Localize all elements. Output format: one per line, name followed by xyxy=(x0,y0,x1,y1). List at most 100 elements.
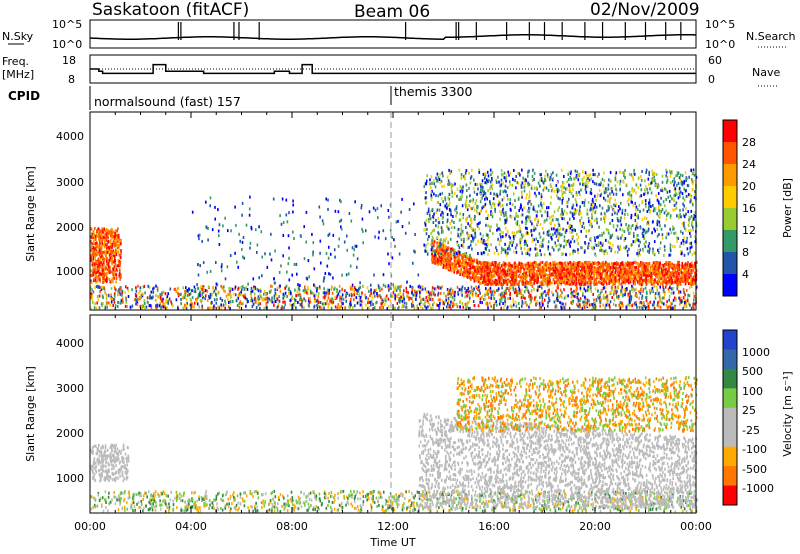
heatmap-cell xyxy=(152,290,155,294)
heatmap-cell xyxy=(439,291,442,295)
heatmap-cell xyxy=(486,302,488,306)
heatmap-cell xyxy=(630,213,633,217)
heatmap-cell xyxy=(244,293,247,297)
heatmap-cell xyxy=(509,296,511,300)
heatmap-cell xyxy=(588,261,591,265)
heatmap-cell xyxy=(504,276,507,280)
heatmap-cell xyxy=(643,264,646,268)
heatmap-cell xyxy=(158,304,161,308)
heatmap-cell xyxy=(599,272,602,276)
heatmap-cell xyxy=(512,280,515,284)
heatmap-cell xyxy=(161,293,163,297)
heatmap-cell xyxy=(610,291,613,295)
heatmap-cell xyxy=(424,287,427,291)
heatmap-cell xyxy=(580,272,582,276)
heatmap-cell xyxy=(493,290,496,294)
heatmap-cell xyxy=(659,261,661,265)
heatmap-cell xyxy=(534,191,536,195)
heatmap-cell xyxy=(500,293,502,297)
heatmap-cell xyxy=(496,268,499,272)
heatmap-cell xyxy=(105,259,108,263)
heatmap-cell xyxy=(451,296,454,300)
heatmap-cell xyxy=(560,272,562,276)
heatmap-cell xyxy=(432,303,434,307)
heatmap-cell xyxy=(182,286,184,290)
heatmap-cell xyxy=(185,286,187,290)
heatmap-cell xyxy=(110,248,112,252)
heatmap-cell xyxy=(621,301,623,305)
heatmap-cell xyxy=(594,302,596,306)
heatmap-cell xyxy=(121,293,123,297)
heatmap-cell xyxy=(364,296,367,300)
heatmap-cell xyxy=(686,268,688,272)
heatmap-cell xyxy=(468,267,470,271)
heatmap-cell xyxy=(448,246,450,250)
heatmap-cell xyxy=(530,280,532,284)
heatmap-cell xyxy=(595,277,597,281)
heatmap-cell xyxy=(547,301,549,305)
heatmap-cell xyxy=(98,227,100,231)
heatmap-cell xyxy=(118,246,120,250)
heatmap-cell xyxy=(446,248,448,252)
heatmap-cell xyxy=(682,296,685,300)
heatmap-cell xyxy=(581,277,583,281)
heatmap-cell xyxy=(468,299,471,303)
heatmap-cell xyxy=(459,268,462,272)
heatmap-cell xyxy=(422,298,425,301)
heatmap-cell xyxy=(669,286,671,290)
heatmap-cell xyxy=(513,282,515,286)
heatmap-cell xyxy=(604,215,607,219)
heatmap-cell xyxy=(504,270,507,274)
heatmap-cell xyxy=(101,227,104,231)
heatmap-cell xyxy=(167,292,169,296)
heatmap-cell xyxy=(598,261,600,265)
heatmap-cell xyxy=(692,281,695,285)
heatmap-cell xyxy=(588,279,591,282)
heatmap-cell xyxy=(317,304,320,308)
heatmap-cell xyxy=(594,278,596,282)
heatmap-cell xyxy=(239,300,242,304)
heatmap-cell xyxy=(103,236,105,239)
heatmap-cell xyxy=(94,269,96,273)
heatmap-cell xyxy=(663,271,665,274)
heatmap-cell xyxy=(112,273,114,277)
heatmap-cell xyxy=(567,282,570,286)
heatmap-cell xyxy=(584,273,587,277)
heatmap-cell xyxy=(121,301,123,305)
heatmap-cell xyxy=(585,301,587,305)
heatmap-cell xyxy=(660,273,663,277)
heatmap-cell xyxy=(511,305,513,309)
heatmap-cell xyxy=(609,276,612,279)
heatmap-cell xyxy=(94,256,96,260)
heatmap-cell xyxy=(514,287,517,291)
heatmap-cell xyxy=(624,270,626,274)
heatmap-cell xyxy=(447,300,450,304)
heatmap-cell xyxy=(344,289,346,293)
noise-panel-frame xyxy=(89,19,697,49)
heatmap-cell xyxy=(634,271,636,275)
heatmap-cell xyxy=(259,302,261,306)
heatmap-cell xyxy=(693,294,696,298)
heatmap-cell xyxy=(609,300,612,304)
heatmap-cell xyxy=(483,261,485,265)
heatmap-cell xyxy=(666,280,669,283)
heatmap-cell xyxy=(99,229,102,233)
heatmap-cell xyxy=(109,265,112,269)
heatmap-cell xyxy=(516,291,518,295)
heatmap-cell xyxy=(509,268,512,272)
heatmap-cell xyxy=(467,222,469,226)
heatmap-cell xyxy=(97,276,99,280)
heatmap-cell xyxy=(242,293,244,297)
heatmap-cell xyxy=(438,259,440,263)
heatmap-cell xyxy=(291,306,294,310)
heatmap-cell xyxy=(463,266,465,270)
heatmap-cell xyxy=(131,304,134,308)
heatmap-cell xyxy=(298,300,300,304)
heatmap-cell xyxy=(200,284,203,288)
heatmap-cell xyxy=(579,284,582,288)
heatmap-cell xyxy=(441,285,443,289)
heatmap-cell xyxy=(614,204,617,208)
heatmap-cell xyxy=(577,275,579,279)
heatmap-cell xyxy=(225,294,228,298)
heatmap-cell xyxy=(325,293,327,297)
